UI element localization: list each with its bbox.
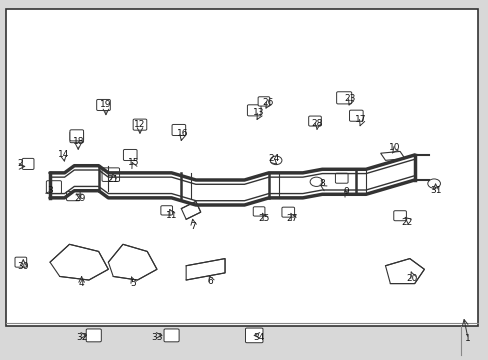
FancyBboxPatch shape xyxy=(308,116,321,126)
FancyBboxPatch shape xyxy=(336,92,351,104)
FancyBboxPatch shape xyxy=(335,173,347,183)
Text: 8: 8 xyxy=(319,179,325,188)
Circle shape xyxy=(270,156,282,165)
Polygon shape xyxy=(186,258,224,280)
Text: 16: 16 xyxy=(176,129,187,138)
Text: 29: 29 xyxy=(74,194,86,203)
Text: 33: 33 xyxy=(151,333,163,342)
Polygon shape xyxy=(385,258,424,284)
FancyBboxPatch shape xyxy=(393,211,406,221)
Text: 19: 19 xyxy=(100,100,111,109)
Text: 17: 17 xyxy=(355,116,366,125)
Text: 15: 15 xyxy=(128,158,139,167)
FancyBboxPatch shape xyxy=(282,207,294,217)
Polygon shape xyxy=(181,202,201,219)
Text: 13: 13 xyxy=(253,108,264,117)
Text: 9: 9 xyxy=(343,187,349,196)
Text: 10: 10 xyxy=(387,143,399,152)
FancyBboxPatch shape xyxy=(258,97,269,106)
FancyBboxPatch shape xyxy=(172,125,185,135)
Polygon shape xyxy=(108,244,157,280)
Text: 3: 3 xyxy=(47,185,53,194)
Text: 1: 1 xyxy=(465,334,470,343)
FancyBboxPatch shape xyxy=(161,206,172,215)
Text: 18: 18 xyxy=(72,137,84,146)
Text: 23: 23 xyxy=(344,94,355,103)
Text: 25: 25 xyxy=(258,214,269,223)
Text: 7: 7 xyxy=(190,222,196,231)
Text: 24: 24 xyxy=(267,154,279,163)
Text: 30: 30 xyxy=(18,262,29,271)
Text: 5: 5 xyxy=(129,279,135,288)
FancyBboxPatch shape xyxy=(163,329,179,342)
Text: 34: 34 xyxy=(253,333,264,342)
Polygon shape xyxy=(380,152,404,160)
FancyBboxPatch shape xyxy=(349,110,363,121)
Circle shape xyxy=(427,179,440,188)
Text: 14: 14 xyxy=(58,150,69,159)
Text: 22: 22 xyxy=(401,218,412,227)
Text: 28: 28 xyxy=(311,119,323,128)
Polygon shape xyxy=(50,244,108,280)
FancyBboxPatch shape xyxy=(46,181,61,194)
FancyBboxPatch shape xyxy=(97,99,110,111)
Text: 32: 32 xyxy=(76,333,87,342)
FancyBboxPatch shape xyxy=(123,149,137,161)
Text: 4: 4 xyxy=(79,279,84,288)
Text: 6: 6 xyxy=(207,277,213,286)
FancyBboxPatch shape xyxy=(22,158,34,170)
FancyBboxPatch shape xyxy=(86,329,101,342)
Text: 31: 31 xyxy=(429,186,441,195)
FancyBboxPatch shape xyxy=(253,207,264,216)
Text: 2: 2 xyxy=(17,159,22,168)
Text: 20: 20 xyxy=(406,274,417,283)
FancyBboxPatch shape xyxy=(102,168,119,181)
Text: 12: 12 xyxy=(134,120,145,129)
Text: 26: 26 xyxy=(262,98,273,107)
FancyBboxPatch shape xyxy=(66,192,80,201)
Bar xyxy=(6,9,477,327)
Circle shape xyxy=(309,177,322,186)
FancyBboxPatch shape xyxy=(133,119,146,130)
FancyBboxPatch shape xyxy=(70,132,83,143)
FancyBboxPatch shape xyxy=(70,130,83,141)
FancyBboxPatch shape xyxy=(247,105,261,116)
Text: 27: 27 xyxy=(286,214,297,223)
Text: 21: 21 xyxy=(107,175,119,184)
Text: 11: 11 xyxy=(165,211,177,220)
FancyBboxPatch shape xyxy=(15,257,27,267)
FancyBboxPatch shape xyxy=(245,328,263,343)
